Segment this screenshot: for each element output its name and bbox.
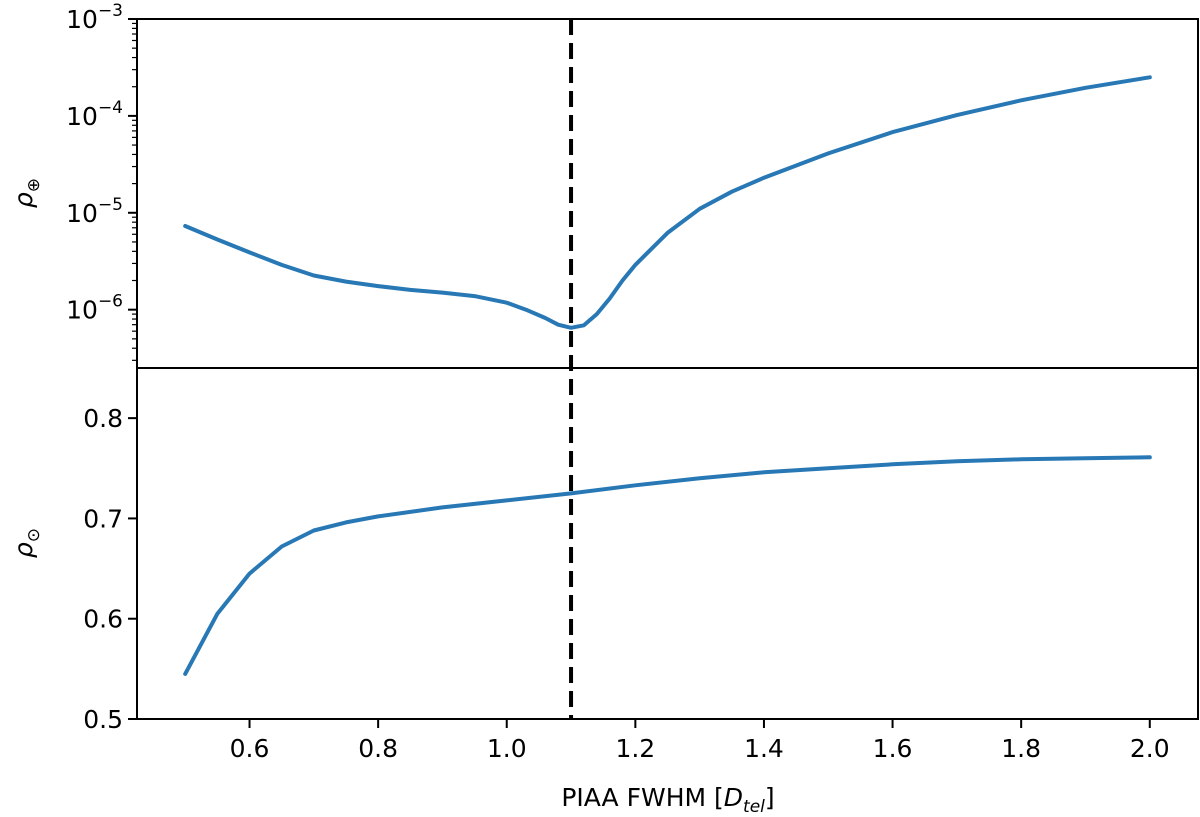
top-panel: 10−6 10−5 10−4 10−3 [66, 1, 1199, 369]
x-tick-label: 1.8 [1001, 734, 1041, 763]
bottom-y-tick-label: 0.7 [83, 504, 123, 533]
top-series-line [183, 75, 1152, 330]
bottom-y-tick-label: 0.8 [83, 404, 123, 433]
top-y-tick-label: 10−4 [66, 98, 123, 131]
bottom-series-line [183, 455, 1152, 676]
top-plot-frame [136, 18, 1199, 369]
bottom-panel: 0.5 0.6 0.7 0.8 [83, 367, 1199, 734]
bottom-y-axis-label: ρ⊙ [9, 528, 44, 558]
top-y-tick-label: 10−3 [66, 1, 123, 34]
bottom-y-tick-label: 0.5 [83, 705, 123, 734]
x-tick-label: 2.0 [1130, 734, 1170, 763]
x-tick-label: 0.6 [230, 734, 270, 763]
top-y-tick-label: 10−6 [66, 292, 123, 325]
x-axis-label: PIAA FWHM [Dtel] [561, 783, 774, 817]
x-tick-label: 1.2 [615, 734, 655, 763]
bottom-y-tick-label: 0.6 [83, 605, 123, 634]
x-tick-label: 1.4 [744, 734, 784, 763]
x-tick-label: 1.0 [487, 734, 527, 763]
top-y-tick-label: 10−5 [66, 195, 123, 228]
bottom-plot-frame [136, 367, 1199, 720]
x-tick-label: 1.6 [873, 734, 913, 763]
x-axis-tick-labels: 0.6 0.8 1.0 1.2 1.4 1.6 1.8 2.0 [230, 734, 1170, 763]
x-tick-label: 0.8 [358, 734, 398, 763]
top-y-axis-label: ρ⊕ [9, 178, 44, 208]
